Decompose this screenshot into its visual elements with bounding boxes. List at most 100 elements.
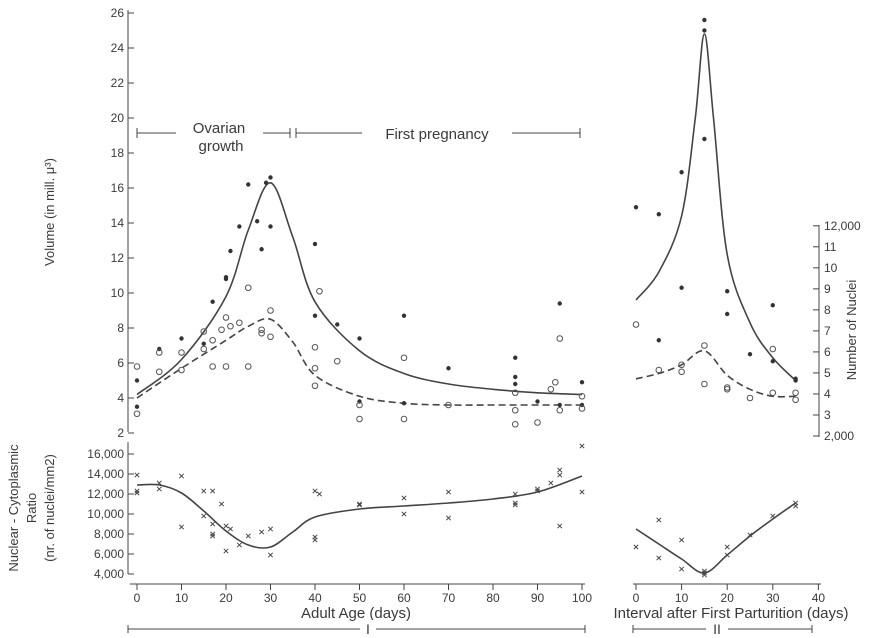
nuclei-circle-period-1 [578, 405, 586, 412]
nuclei-circle-period-2 [792, 396, 799, 404]
nuclei-circle-period-2 [769, 389, 777, 397]
upper-y-tick-label: 24 [111, 41, 125, 55]
ratio-cross-period-1 [356, 501, 363, 507]
nuclei-circle-period-1 [267, 333, 274, 341]
ovarian-growth-label-line1: Ovarian [193, 120, 246, 137]
lower-y-tick-label: 14,000 [87, 467, 124, 481]
ratio-cross-period-1 [548, 480, 554, 486]
ratio-cross-period-2 [679, 537, 685, 543]
lower-y-axis-title-line2: Ratio [24, 493, 39, 523]
right-y-tick-label: 4 [824, 387, 831, 401]
nuclei-circle-period-1 [356, 401, 363, 409]
right-y-tick-label: 12,000 [824, 219, 861, 233]
ratio-cross-period-1 [259, 529, 265, 535]
ratio-cross-period-1 [210, 521, 216, 527]
first-pregnancy-label: First pregnancy [385, 126, 489, 143]
ratio-cross-period-1 [223, 523, 229, 529]
upper-y-tick-label: 26 [111, 6, 125, 20]
right-y-tick-label: 11 [824, 240, 837, 254]
ratio-curve-period-2 [635, 502, 797, 574]
ratio-cross-period-2 [724, 552, 730, 558]
x-axis-title-period-2: Interval after First Parturition (days) [613, 605, 848, 622]
volume-dot-period-1 [357, 336, 362, 341]
ratio-cross-period-1 [178, 473, 185, 479]
volume-dot-period-2 [656, 338, 661, 343]
x-axis-title-period-1: Adult Age (days) [301, 605, 411, 622]
nuclei-circle-period-2 [769, 345, 777, 353]
ratio-cross-period-1 [316, 491, 323, 497]
ratio-cross-period-1 [227, 526, 234, 532]
nuclei-circle-period-1 [511, 406, 519, 414]
volume-dot-period-2 [679, 285, 684, 290]
nuclei-circle-period-2 [701, 380, 708, 388]
ratio-cross-period-1 [245, 533, 251, 539]
nuclei-circle-period-1 [400, 415, 408, 423]
volume-dot-period-2 [656, 212, 661, 217]
nuclei-circle-period-1 [133, 410, 141, 418]
x-tick-label-period-1: 40 [308, 591, 322, 605]
nuclei-circle-period-1 [400, 354, 408, 362]
nuclei-circle-period-1 [133, 363, 141, 370]
ratio-cross-period-2 [747, 532, 753, 538]
right-y-tick-label: 6 [824, 345, 831, 359]
ratio-cross-period-1 [312, 488, 318, 494]
ratio-cross-period-1 [557, 467, 563, 473]
upper-y-tick-label: 14 [111, 216, 125, 230]
right-y-axis-title: Number of Nuclei [844, 280, 859, 381]
volume-dot-period-2 [702, 136, 707, 142]
upper-y-tick-label: 8 [117, 321, 124, 335]
lower-y-tick-label: 4,000 [94, 567, 124, 581]
ratio-cross-period-1 [156, 480, 162, 486]
upper-y-tick-label: 12 [111, 251, 125, 265]
nuclei-circle-period-1 [218, 326, 225, 334]
ratio-cross-period-1 [557, 472, 563, 478]
ratio-cross-period-1 [210, 533, 216, 539]
volume-dot-period-1 [312, 241, 318, 247]
right-y-tick-label: 2,000 [824, 429, 854, 443]
ratio-cross-period-1 [312, 537, 318, 543]
nuclei-circle-period-1 [267, 307, 274, 314]
ratio-cross-period-1 [156, 486, 162, 492]
nuclei-circle-period-1 [200, 328, 208, 335]
period-2-label-bg [706, 620, 728, 638]
ratio-cross-period-2 [701, 572, 707, 578]
right-y-tick-label: 10 [824, 261, 838, 275]
volume-dot-period-2 [747, 352, 753, 357]
nuclei-circle-period-1 [209, 363, 216, 370]
volume-dot-period-2 [679, 170, 684, 175]
volume-dot-period-1 [401, 313, 407, 318]
x-tick-label-period-2: 40 [812, 591, 826, 605]
x-tick-label-period-1: 10 [175, 591, 189, 605]
tick-labels: 0 10 20 30 40 50 60 70 80 90 100 0 10 20 30 40246810121… [87, 6, 861, 605]
volume-dot-period-1 [246, 182, 251, 187]
nuclei-circle-period-1 [244, 363, 252, 370]
nuclei-circle-period-1 [236, 319, 243, 327]
nuclei-circle-period-1 [578, 392, 586, 400]
upper-y-tick-label: 22 [111, 76, 125, 90]
nuclei-circle-period-1 [155, 349, 163, 356]
ratio-cross-period-1 [512, 491, 518, 497]
ratio-cross-period-2 [724, 544, 730, 550]
volume-dot-period-1 [201, 341, 206, 346]
ratio-cross-period-1 [557, 523, 563, 529]
nuclei-circle-period-1 [311, 364, 319, 372]
ratio-cross-period-1 [445, 489, 452, 495]
volume-dot-period-2 [725, 289, 730, 294]
volume-dot-period-1 [579, 380, 585, 385]
volume-dot-period-1 [259, 247, 264, 252]
tick-marks [128, 12, 819, 590]
volume-dot-period-1 [513, 381, 518, 387]
volume-dot-period-2 [633, 205, 639, 210]
nuclei-circle-period-1 [244, 284, 252, 292]
ratio-cross-period-1 [223, 548, 229, 554]
lower-y-tick-label: 6,000 [94, 547, 124, 561]
volume-dot-period-1 [513, 374, 518, 380]
nuclei-dashed-curve-period-1 [136, 317, 582, 406]
ratio-cross-period-1 [218, 501, 225, 507]
ratio-cross-period-1 [401, 495, 407, 501]
nuclei-circle-period-1 [552, 378, 559, 386]
lower-y-tick-label: 10,000 [87, 507, 124, 521]
volume-dot-period-1 [401, 401, 407, 406]
period-2-label: II [713, 621, 721, 637]
